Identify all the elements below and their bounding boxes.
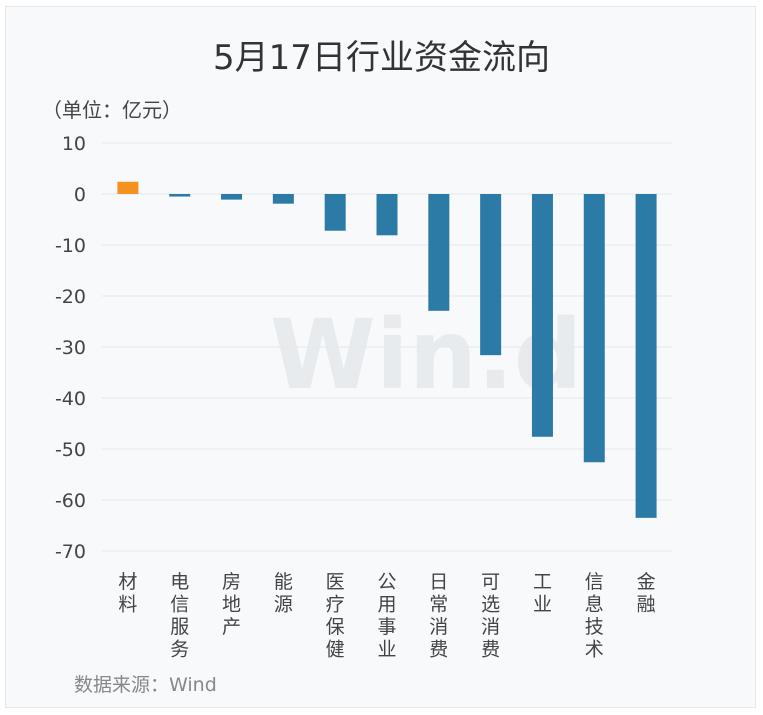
bar-6 xyxy=(428,194,450,311)
x-category-label: 可选消费 xyxy=(481,571,500,661)
bar-0 xyxy=(117,181,139,194)
watermark: Win.d xyxy=(270,299,582,411)
y-tick-label: -60 xyxy=(55,490,86,512)
source-label: 数据来源：Wind xyxy=(74,674,217,696)
bar-4 xyxy=(324,194,346,231)
bar-1 xyxy=(169,194,191,197)
y-tick-label: -40 xyxy=(55,388,86,410)
bar-3 xyxy=(272,194,294,204)
bar-5 xyxy=(376,194,398,236)
bar-7 xyxy=(480,194,502,356)
x-category-label: 日常消费 xyxy=(429,571,448,661)
y-tick-label: 0 xyxy=(74,184,86,206)
bar-2 xyxy=(221,194,243,200)
x-category-label: 公用事业 xyxy=(377,571,396,661)
x-category-label: 信息技术 xyxy=(585,571,604,661)
y-tick-label: -70 xyxy=(55,541,86,563)
y-tick-label: -10 xyxy=(55,235,86,257)
x-category-label: 医疗保健 xyxy=(326,571,345,661)
y-tick-label: -20 xyxy=(55,286,86,308)
y-tick-label: -30 xyxy=(55,337,86,359)
x-category-label: 房地产 xyxy=(222,571,241,638)
x-category-label: 工业 xyxy=(533,571,552,616)
bars xyxy=(117,181,657,518)
unit-label: （单位：亿元） xyxy=(42,98,182,122)
x-category-label: 电信服务 xyxy=(170,571,189,661)
bar-8 xyxy=(531,194,553,437)
chart-card xyxy=(5,6,756,708)
x-category-label: 金融 xyxy=(637,571,656,616)
bar-10 xyxy=(635,194,657,518)
x-category-label: 能源 xyxy=(274,571,293,616)
y-axis-ticks: 10 0 -10 -20 -30 -40 -50 -60 -70 xyxy=(55,133,86,563)
x-axis-categories: 材料 电信服务 房地产 能源 医疗保健 公用事业 日常消费 可选消费 工业 信息技术 金融 xyxy=(118,571,655,661)
y-tick-label: 10 xyxy=(62,133,86,155)
bar-9 xyxy=(583,194,605,463)
chart-title: 5月17日行业资金流向 xyxy=(213,38,550,78)
y-tick-label: -50 xyxy=(55,439,86,461)
x-category-label: 材料 xyxy=(118,571,137,616)
